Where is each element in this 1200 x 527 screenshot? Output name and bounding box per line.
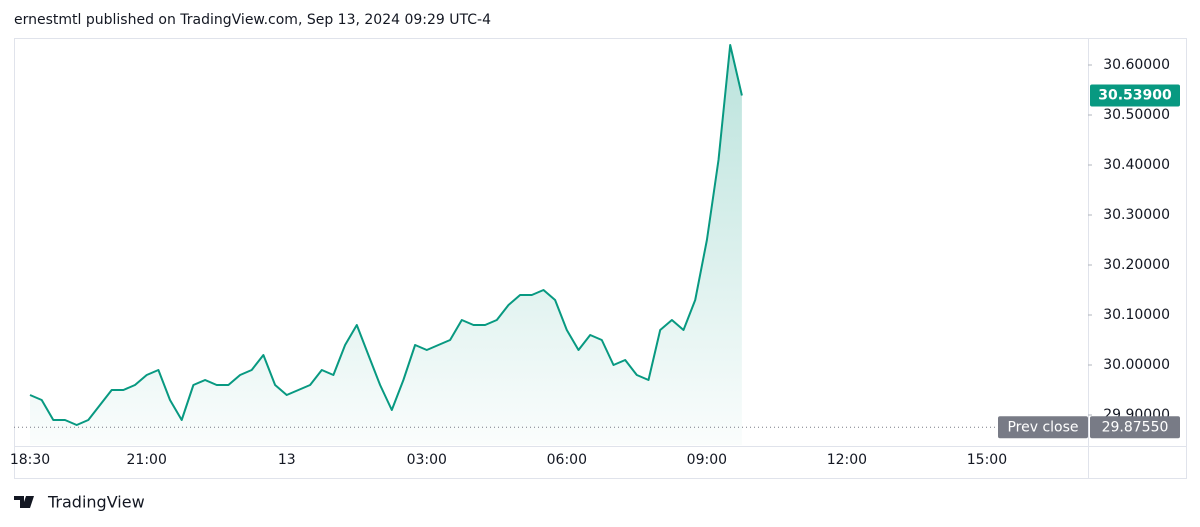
footer-brand: TradingView — [47, 493, 145, 512]
prev-close-tag — [998, 416, 1088, 439]
x-tick-label: 12:00 — [827, 452, 867, 468]
y-tick-label: 30.10000 — [1103, 307, 1170, 323]
chart-frame — [14, 38, 1187, 479]
last-price-tag — [1090, 84, 1180, 107]
area-fill — [30, 45, 742, 445]
x-tick-label: 13 — [278, 452, 296, 468]
y-tick-label: 30.20000 — [1103, 257, 1170, 273]
footer-logo: TradingView — [14, 493, 145, 512]
y-tick-label: 30.40000 — [1103, 157, 1170, 173]
x-tick-label: 06:00 — [547, 452, 587, 468]
x-tick-label: 09:00 — [687, 452, 727, 468]
y-tick-label: 30.60000 — [1103, 57, 1170, 73]
price-line — [29, 44, 743, 426]
x-tick-label: 21:00 — [127, 452, 167, 468]
prev-close-value: 29.87550 — [1102, 419, 1169, 435]
y-tick-label: 30.30000 — [1103, 207, 1170, 223]
x-tick-label: 18:30 — [10, 452, 50, 468]
plot: 29.9000030.0000030.1000030.2000030.30000… — [10, 44, 1180, 468]
prev-close-label: Prev close — [1007, 419, 1078, 435]
header-text: ernestmtl published on TradingView.com, … — [14, 12, 491, 28]
y-tick-label: 30.00000 — [1103, 357, 1170, 373]
y-tick-label: 30.50000 — [1103, 107, 1170, 123]
x-tick-label: 03:00 — [407, 452, 447, 468]
last-price-label: 30.53900 — [1098, 88, 1172, 104]
x-tick-label: 15:00 — [967, 452, 1007, 468]
prev-close-value-tag — [1090, 416, 1180, 439]
